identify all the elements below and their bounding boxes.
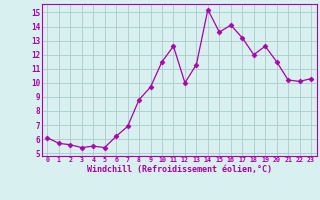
X-axis label: Windchill (Refroidissement éolien,°C): Windchill (Refroidissement éolien,°C) [87, 165, 272, 174]
